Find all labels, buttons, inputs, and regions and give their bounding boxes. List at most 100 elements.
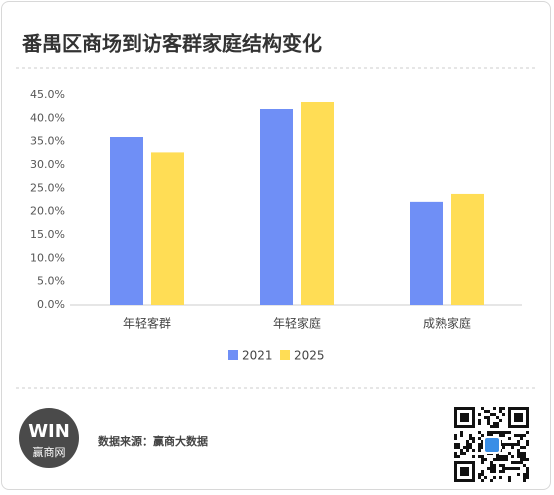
qr-module	[472, 464, 475, 467]
qr-module	[454, 476, 457, 479]
y-tick-label: 0.0%	[37, 298, 65, 311]
qr-module	[514, 434, 517, 437]
qr-module	[472, 422, 475, 425]
logo-circle	[19, 408, 79, 468]
qr-module	[508, 437, 511, 440]
qr-module	[481, 407, 484, 410]
qr-module	[460, 419, 463, 422]
qr-module	[460, 431, 463, 434]
qr-module	[463, 461, 466, 464]
qr-module	[478, 422, 481, 425]
qr-module	[526, 413, 529, 416]
qr-module	[517, 440, 520, 443]
logo-mark: WIN	[28, 421, 70, 442]
qr-module	[460, 467, 463, 470]
qr-module	[457, 443, 460, 446]
qr-module	[526, 407, 529, 410]
qr-module	[466, 419, 469, 422]
qr-module	[508, 425, 511, 428]
qr-module	[523, 476, 526, 479]
qr-module	[478, 413, 481, 416]
qr-module	[520, 416, 523, 419]
qr-module	[496, 422, 499, 425]
bar	[260, 109, 293, 305]
x-tick-label: 年轻家庭	[273, 316, 321, 331]
qr-module	[526, 476, 529, 479]
qr-module	[508, 422, 511, 425]
qr-module	[517, 419, 520, 422]
y-tick-label: 20.0%	[30, 205, 65, 218]
qr-module	[472, 455, 475, 458]
qr-module	[460, 416, 463, 419]
qr-module	[520, 437, 523, 440]
qr-module	[517, 473, 520, 476]
qr-module	[526, 425, 529, 428]
qr-module	[490, 431, 493, 434]
qr-module	[508, 476, 511, 479]
qr-module	[502, 470, 505, 473]
qr-module	[472, 449, 475, 452]
bar	[451, 193, 484, 305]
qr-module	[511, 407, 514, 410]
qr-module	[460, 452, 463, 455]
qr-module	[517, 407, 520, 410]
qr-module	[472, 407, 475, 410]
qr-module	[526, 458, 529, 461]
qr-module	[457, 461, 460, 464]
qr-module	[508, 431, 511, 434]
qr-module	[493, 458, 496, 461]
qr-module	[490, 467, 493, 470]
qr-module	[499, 470, 502, 473]
qr-module	[508, 467, 511, 470]
qr-module	[499, 431, 502, 434]
qr-module	[481, 446, 484, 449]
qr-module	[460, 473, 463, 476]
qr-module	[457, 455, 460, 458]
qr-module	[523, 464, 526, 467]
qr-module	[478, 437, 481, 440]
qr-module	[469, 479, 472, 482]
bar	[110, 137, 143, 305]
qr-module	[502, 446, 505, 449]
qr-module	[508, 419, 511, 422]
qr-module	[487, 431, 490, 434]
qr-module	[523, 455, 526, 458]
bar	[151, 152, 184, 305]
chart-title: 番禺区商场到访客群家庭结构变化	[21, 32, 322, 56]
qr-module	[496, 431, 499, 434]
qr-module	[514, 407, 517, 410]
qr-module	[499, 476, 502, 479]
qr-module	[511, 461, 514, 464]
qr-module	[517, 449, 520, 452]
qr-module	[520, 413, 523, 416]
qr-module	[454, 479, 457, 482]
qr-module	[469, 443, 472, 446]
qr-module	[472, 479, 475, 482]
qr-module	[499, 410, 502, 413]
qr-module	[454, 452, 457, 455]
qr-module	[508, 410, 511, 413]
qr-module	[502, 413, 505, 416]
qr-module	[457, 479, 460, 482]
qr-module	[454, 464, 457, 467]
qr-module	[496, 416, 499, 419]
qr-module	[523, 434, 526, 437]
x-tick-label: 年轻客群	[123, 316, 171, 331]
qr-module	[505, 431, 508, 434]
qr-module	[469, 446, 472, 449]
qr-center	[483, 436, 501, 454]
qr-module	[526, 470, 529, 473]
qr-module	[463, 446, 466, 449]
qr-module	[478, 449, 481, 452]
qr-module	[511, 425, 514, 428]
y-tick-label: 40.0%	[30, 111, 65, 124]
qr-module	[517, 455, 520, 458]
qr-module	[481, 479, 484, 482]
qr-module	[517, 467, 520, 470]
qr-module	[481, 440, 484, 443]
qr-module	[472, 470, 475, 473]
qr-module	[508, 407, 511, 410]
qr-module	[526, 443, 529, 446]
